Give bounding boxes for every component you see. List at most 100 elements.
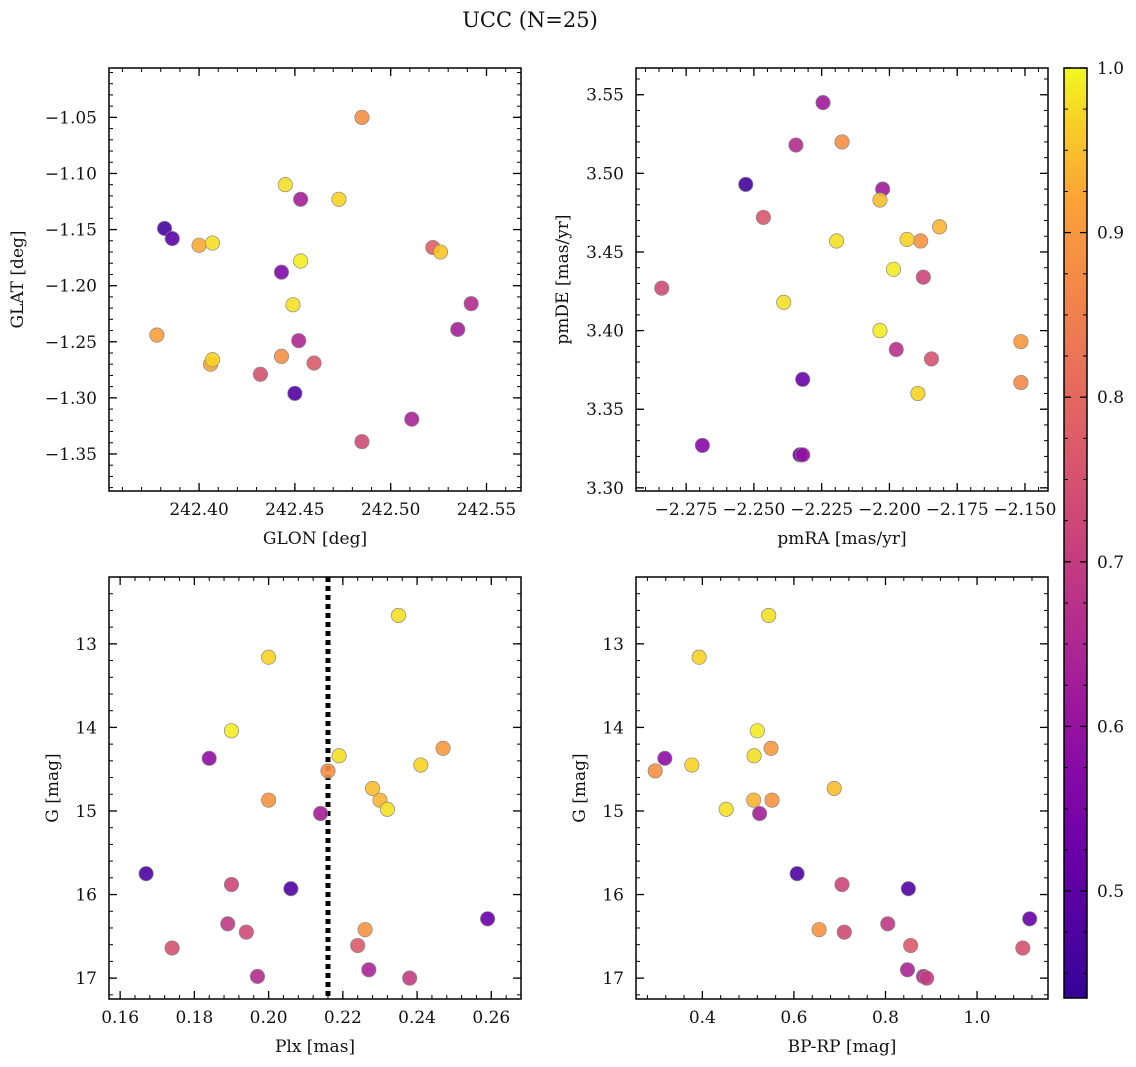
data-point [223,876,240,893]
data-point [249,968,266,984]
data-point [888,341,904,358]
data-point [1022,911,1038,927]
data-point [285,297,301,313]
data-point [647,763,663,779]
data-point [915,269,931,285]
x-tick-label: −2.275 [655,500,718,520]
x-tick-label: 0.16 [101,1008,139,1028]
data-point [450,321,466,337]
data-point [331,748,347,764]
data-point [283,881,299,897]
panel-bprp-g: 0.4 0.6 0.8 1.0 13 14 15 16 17 BP-RP [mag] G [mag] [570,576,1049,1057]
x-axis-label: pmRA [mas/yr] [777,529,906,549]
data-point [829,233,845,249]
x-axis-label: GLON [deg] [263,529,367,549]
y-tick-label: 3.50 [586,164,624,184]
y-axis-label: pmDE [mas/yr] [553,214,573,344]
x-tick-label: 0.24 [398,1008,436,1028]
data-point [261,649,277,665]
x-tick-label: 0.26 [472,1008,510,1028]
plot-frame [108,67,522,492]
data-point [795,371,811,387]
panel-glon-glat: 242.40 242.45 242.50 242.55 −1.05 −1.10 −1.15 −… [8,67,522,549]
colorbar-gradient [1063,67,1088,999]
data-point [273,264,290,280]
x-tick-label: 0.20 [250,1008,288,1028]
data-point [435,740,451,756]
y-tick-label: 17 [602,969,624,989]
data-point [320,763,336,779]
y-tick-label: 3.30 [586,479,624,499]
data-point [354,434,370,450]
data-point [919,970,935,986]
data-point [287,385,303,401]
y-tick-label: −1.30 [45,389,97,409]
data-point [885,261,902,277]
data-point [223,723,240,739]
data-point [932,219,948,235]
y-tick-label: 15 [75,802,97,822]
data-point [432,244,449,260]
data-point [480,911,496,927]
y-axis-label: G [mag] [570,753,590,822]
colorbar-tick-label: 1.0 [1097,59,1124,79]
colorbar-tick-label: 0.6 [1097,717,1124,737]
y-tick-label: −1.35 [45,445,97,465]
data-point [746,792,762,808]
data-point [350,937,366,954]
data-point [354,109,370,125]
colorbar-tick-label: 0.8 [1097,388,1124,408]
y-tick-label: 14 [602,718,624,738]
plot-frame [635,67,1049,492]
plot-frame [108,576,522,1000]
y-tick-label: 16 [602,886,624,906]
data-point [390,607,407,623]
data-point [331,191,347,207]
data-point [923,351,939,367]
data-point [273,348,290,364]
data-point [761,607,777,623]
data-point [749,723,765,739]
plot-frame [635,576,1049,1000]
data-point [834,876,850,893]
data-point [872,192,888,208]
data-point [811,922,827,938]
y-tick-label: 3.55 [586,86,624,106]
data-point [157,220,173,236]
data-point [204,352,221,368]
data-point [718,801,734,817]
y-tick-label: 14 [75,718,97,738]
data-point [795,447,811,463]
x-tick-label: 0.4 [689,1008,716,1028]
data-point [789,866,805,882]
x-tick-label: −2.225 [790,500,853,520]
data-point [252,366,268,382]
data-point [291,333,307,349]
data-point [752,805,768,822]
data-point [691,649,707,665]
data-point [657,750,673,766]
data-point [872,323,888,339]
data-point [900,881,916,897]
data-point [764,792,780,808]
data-point [738,176,754,192]
y-tick-label: 13 [602,635,624,655]
y-tick-label: −1.10 [45,164,97,184]
data-point [164,230,180,247]
x-tick-label: 1.0 [964,1008,991,1028]
data-point [746,748,762,764]
data-point [1013,334,1029,350]
data-point [903,937,919,954]
data-point [815,95,831,111]
y-tick-label: 3.45 [586,243,624,263]
data-point [899,962,916,978]
data-point [413,757,429,773]
y-tick-label: 3.35 [586,400,624,420]
x-tick-label: 0.6 [780,1008,807,1028]
data-point [694,437,710,453]
panel-pmra-pmde: −2.275 −2.250 −2.225 −2.200 −2.175 −2.150 3.30… [553,67,1056,549]
data-point [306,355,322,371]
data-point [402,970,418,986]
data-point [293,191,309,207]
